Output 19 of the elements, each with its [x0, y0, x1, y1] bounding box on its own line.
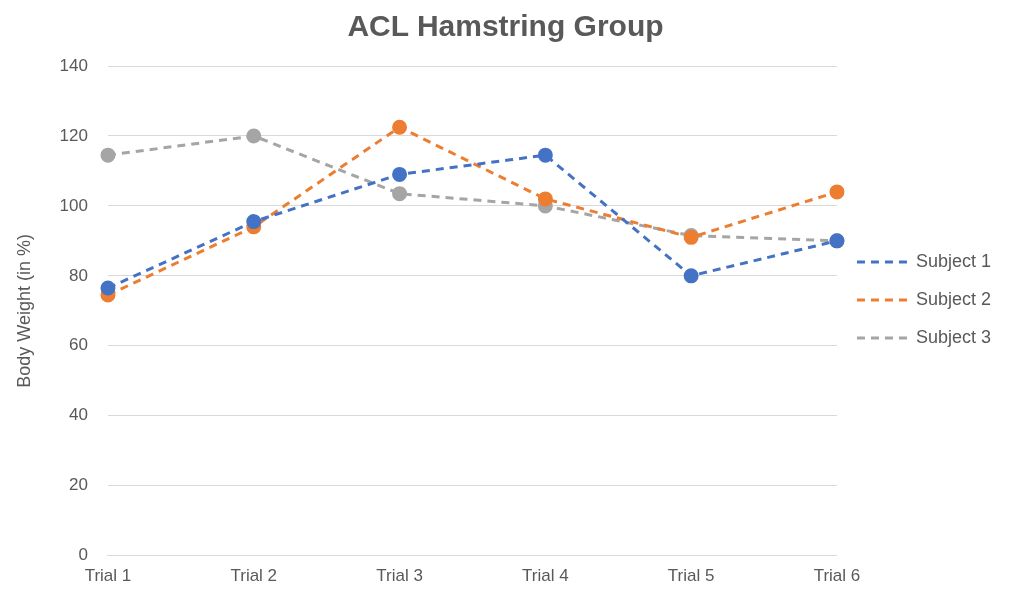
legend-label: Subject 3 — [915, 326, 992, 347]
x-tick-label: Trial 3 — [376, 566, 423, 586]
y-tick-label: 120 — [59, 125, 88, 145]
legend-label: Subject 1 — [915, 250, 992, 271]
x-tick-label: Trial 4 — [522, 566, 569, 586]
x-tick-label: Trial 1 — [84, 566, 132, 586]
y-tick-label: 140 — [59, 55, 88, 75]
y-tick-label: 40 — [69, 405, 88, 425]
legend-label: Subject 2 — [915, 288, 992, 309]
x-tick-label: Trial 5 — [667, 566, 715, 586]
x-tick-label: Trial 6 — [813, 566, 861, 586]
y-tick-label: 60 — [69, 335, 88, 355]
y-tick-label: 0 — [78, 545, 88, 565]
y-tick-label: 80 — [69, 265, 88, 285]
chart-title: ACL Hamstring Group — [347, 9, 664, 43]
y-tick-label: 100 — [59, 195, 88, 215]
y-tick-label: 20 — [69, 475, 88, 495]
y-axis-title: Body Weight (in %) — [13, 233, 34, 388]
x-tick-label: Trial 2 — [230, 566, 278, 586]
